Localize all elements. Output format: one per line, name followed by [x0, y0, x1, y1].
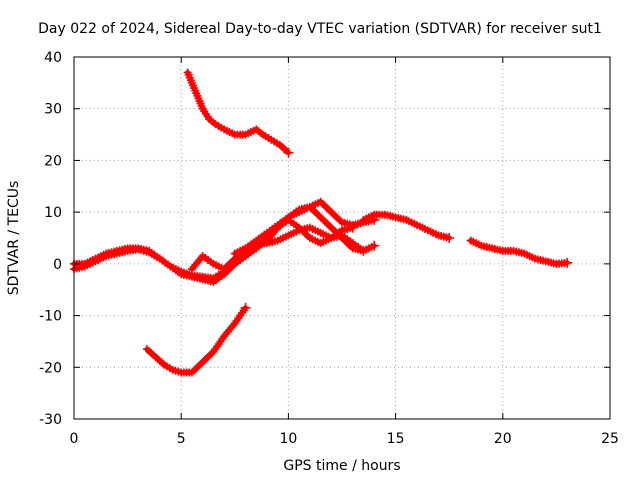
- y-tick-label: 40: [44, 50, 62, 66]
- axes: 0 5 10 15 20 25 -30 -20 -10 0 10 20 30 40: [39, 50, 619, 447]
- series-arc-7: [359, 210, 455, 243]
- y-tick-label: 20: [44, 153, 62, 169]
- series-arc-3: [183, 68, 294, 158]
- data-points: [70, 68, 573, 377]
- series-arc-4: [142, 302, 251, 377]
- data-point: [283, 147, 294, 158]
- y-tick-label: 30: [44, 102, 62, 118]
- y-tick-label: 0: [53, 257, 62, 273]
- x-tick-label: 25: [601, 431, 619, 447]
- data-point: [444, 233, 455, 243]
- series-arc-6: [230, 223, 380, 258]
- x-tick-label: 15: [387, 431, 405, 447]
- chart-title: Day 022 of 2024, Sidereal Day-to-day VTE…: [38, 21, 602, 37]
- x-tick-label: 20: [494, 431, 512, 447]
- data-point: [240, 302, 251, 313]
- y-tick-label: -20: [39, 360, 62, 376]
- x-tick-label: 10: [279, 431, 297, 447]
- series-arc-8: [466, 236, 573, 268]
- plot-frame: [73, 56, 611, 420]
- data-point: [562, 257, 573, 268]
- y-tick-label: -30: [39, 412, 62, 428]
- x-tick-label: 0: [70, 431, 79, 447]
- data-point: [369, 240, 380, 251]
- x-tick-label: 5: [177, 431, 186, 447]
- x-axis-label: GPS time / hours: [283, 458, 400, 474]
- y-tick-label: -10: [39, 309, 62, 325]
- y-tick-label: 10: [44, 205, 62, 221]
- y-axis-label: SDTVAR / TECUs: [6, 181, 22, 296]
